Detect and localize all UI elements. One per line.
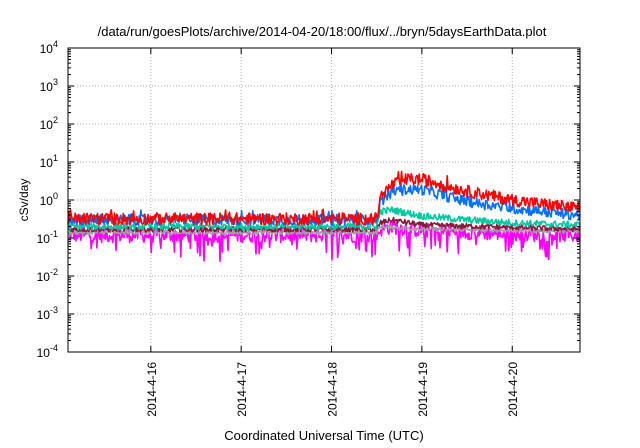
x-tick-label: 2014-4-16	[145, 362, 159, 417]
y-tick-label: 100	[40, 191, 58, 208]
x-tick-label: 2014-4-18	[326, 362, 340, 417]
y-tick-label: 101	[40, 153, 58, 170]
x-axis-label: Coordinated Universal Time (UTC)	[224, 428, 423, 443]
y-axis-label: cSv/day	[17, 179, 31, 222]
y-tick-label: 10-1	[37, 229, 58, 246]
series-line	[67, 170, 581, 226]
x-tick-label: 2014-4-17	[235, 362, 249, 417]
axis-ticks	[68, 47, 580, 353]
y-tick-labels: 10-4 10-3 10-2 10-1 100 101 102 103 104	[37, 39, 58, 360]
y-tick-label: 10-3	[37, 305, 58, 322]
chart-title: /data/run/goesPlots/archive/2014-04-20/1…	[98, 24, 547, 39]
x-tick-labels: 2014-4-16 2014-4-17 2014-4-18 2014-4-19 2014…	[145, 362, 520, 417]
y-tick-label: 104	[40, 39, 58, 56]
y-tick-label: 10-2	[37, 267, 58, 284]
series-line	[67, 206, 581, 231]
x-tick-label: 2014-4-20	[506, 362, 520, 417]
y-tick-label: 102	[40, 115, 58, 132]
x-tick-label: 2014-4-19	[416, 362, 430, 417]
series-layer	[67, 170, 581, 262]
y-tick-label: 103	[40, 77, 58, 94]
y-tick-label: 10-4	[37, 343, 58, 360]
